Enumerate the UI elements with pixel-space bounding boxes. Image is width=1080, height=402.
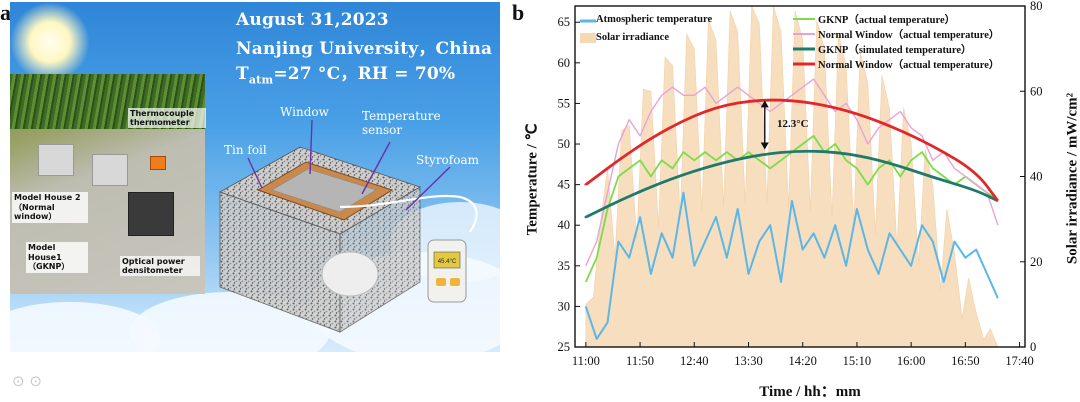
series-normal-window-actual-red	[584, 98, 1000, 202]
watermark: ⊙ ⊙	[12, 372, 42, 390]
y-tick-label: 60	[558, 56, 571, 70]
legend-gknp-simulated: GKNP（simulated temperature）	[818, 45, 972, 56]
y-tick-label: 30	[558, 299, 571, 313]
chart-svg: 25 30 35 40 45 50 55 60 65 0 20 40 60 80 11:00 11:50 12:…	[558, 0, 1043, 368]
y-tick-label: 25	[558, 340, 571, 354]
y-tick-label: 40	[558, 218, 571, 232]
handheld-meter	[427, 239, 467, 303]
x-axis-title: Time / hh：mm	[759, 384, 861, 400]
conditions-values: =27 °C，RH = 70%	[273, 64, 456, 84]
temperature-sensor-label: Temperature sensor	[362, 109, 441, 137]
model-house-diagram: 45.4°C	[219, 119, 478, 333]
legend-swatch-solar	[580, 33, 596, 43]
x-tick-label: 13:30	[734, 354, 762, 368]
legend-gknp-actual: GKNP（actual temperature）	[818, 15, 956, 26]
legend-normal-actual-pink: Normal Window（actual temperature）	[818, 30, 1000, 41]
x-tick-label: 16:50	[951, 354, 979, 368]
meter-button	[436, 278, 446, 286]
legend-atmospheric: Atmospheric temperature	[596, 14, 713, 25]
y-tick-label: 55	[558, 96, 571, 110]
t-atm-symbol: T	[236, 64, 249, 84]
x-tick-label: 12:40	[680, 354, 708, 368]
difference-annotation: 12.3°C	[777, 118, 809, 130]
field-photo: Thermocouple thermometer Model House 2 （…	[10, 74, 206, 294]
y2-tick-label: 20	[1030, 255, 1043, 269]
y2-tick-label: 40	[1030, 170, 1043, 184]
y-tick-label: 35	[558, 259, 571, 273]
panel-b-letter: b	[512, 0, 525, 25]
sensor-wire	[339, 194, 478, 233]
panel-a-letter: a	[0, 0, 11, 25]
x-tick-label: 15:10	[843, 354, 871, 368]
meter-reading: 45.4°C	[438, 259, 457, 265]
x-tick-label: 17:40	[1005, 354, 1033, 368]
experiment-conditions: Tatm=27 °C，RH = 70%	[236, 59, 455, 86]
meter-screen	[433, 251, 461, 269]
y2-tick-label: 0	[1030, 340, 1036, 354]
legend-solar: Solar irradiance	[596, 32, 670, 43]
series-normal-window-actual-pink	[585, 78, 999, 267]
densitometer-label: Optical power densitometer	[120, 256, 200, 277]
y-axis-title: Temperature / ℃	[524, 123, 541, 236]
y2-tick-label: 60	[1030, 84, 1043, 98]
x-tick-label: 14:20	[788, 354, 816, 368]
tin-foil-dish	[321, 251, 379, 297]
experiment-date: August 31,2023	[236, 10, 389, 30]
window-label: Window	[280, 105, 329, 119]
series-gknp-simulated	[584, 149, 999, 219]
y-tick-label: 65	[558, 15, 571, 29]
difference-arrowhead-top	[760, 100, 769, 108]
label-pointers	[247, 119, 451, 211]
difference-arrowhead-bottom	[760, 142, 769, 150]
model-house-2-label: Model House 2 （Normal window）	[12, 192, 88, 223]
model-house-2	[38, 144, 74, 176]
model-house-1	[92, 154, 128, 186]
legend-normal-actual-red: Normal Window（actual temperature）	[818, 60, 1000, 71]
experiment-location: Nanjing University，China	[236, 39, 493, 59]
window-pane	[271, 168, 377, 213]
sun-glow	[10, 2, 90, 82]
series-solar-irradiance	[585, 5, 999, 348]
y-tick-label: 50	[558, 137, 571, 151]
temperature-chart: 25 30 35 40 45 50 55 60 65 0 20 40 60 80 11:00 11:50 12:…	[510, 0, 1080, 402]
series-atmospheric-temperature	[584, 191, 999, 340]
experiment-setup-illustration: August 31,2023 Nanjing University，China …	[10, 2, 500, 352]
thermocouple-label: Thermocouple thermometer	[128, 108, 206, 129]
x-tick-label: 16:00	[897, 354, 925, 368]
thermometer-device	[150, 156, 166, 170]
x-tick-label: 11:00	[572, 354, 600, 368]
y-tick-label: 45	[558, 178, 571, 192]
meter-button	[450, 278, 460, 286]
y2-tick-label: 80	[1030, 0, 1043, 13]
densitometer-device	[128, 192, 174, 236]
x-tick-label: 11:50	[626, 354, 654, 368]
t-atm-subscript: atm	[248, 73, 274, 87]
model-house-1-label: Model House1 （GKNP）	[26, 242, 88, 273]
y2-axis-title: Solar irradiance / mW/cm²	[1064, 92, 1080, 265]
styrofoam-label: Styrofoam	[416, 153, 479, 167]
tin-foil-label: Tin foil	[224, 143, 267, 157]
